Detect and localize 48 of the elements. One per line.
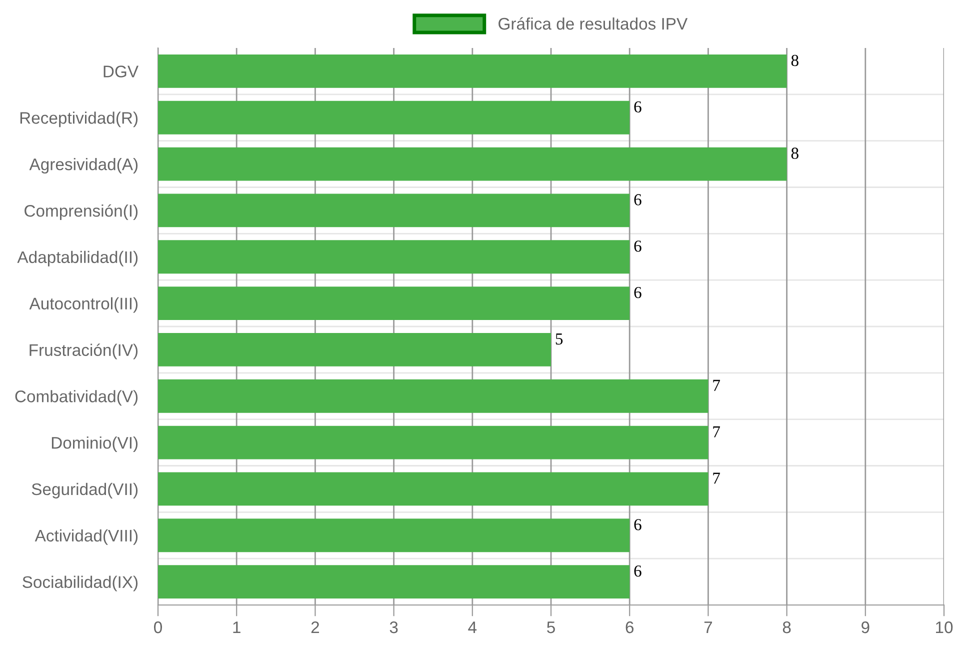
data-label: 7 [713, 380, 720, 391]
bar [158, 518, 630, 552]
data-label: 7 [713, 472, 720, 484]
y-tick-label: Actividad(VIII) [34, 529, 138, 545]
y-tick-label: Adaptabilidad(II) [17, 250, 138, 266]
y-tick-label: Seguridad(VII) [32, 482, 138, 498]
y-tick-label: Comprensión(I) [24, 204, 138, 220]
y-tick-label: Frustración(IV) [30, 344, 138, 360]
x-tick-label: 2 [311, 621, 319, 634]
x-tick-label: 9 [862, 621, 870, 634]
bar [158, 379, 708, 413]
data-label: 8 [791, 54, 798, 66]
x-tick-label: 10 [936, 621, 953, 634]
x-tick-label: 8 [782, 621, 791, 634]
x-tick-label: 3 [390, 621, 398, 634]
bar [158, 147, 787, 181]
data-label: 6 [634, 565, 642, 577]
y-tick-label: Sociabilidad(IX) [22, 576, 138, 592]
y-tick-label: Combatividad(V) [15, 390, 138, 406]
data-label: 6 [634, 240, 642, 252]
data-label: 6 [634, 519, 642, 530]
x-tick-label: 7 [704, 622, 712, 634]
x-tick-label: 6 [626, 621, 634, 634]
y-tick-label: Dominio(VI) [52, 436, 138, 452]
bar [158, 194, 630, 228]
data-label: 6 [634, 194, 642, 206]
bar [158, 333, 551, 366]
data-label: 5 [556, 334, 563, 345]
y-tick-label: Receptividad(R) [20, 112, 138, 128]
x-tick-label: 0 [154, 621, 162, 634]
bar [158, 286, 630, 320]
legend-label: Gráfica de resultados IPV [498, 17, 688, 30]
bar [158, 54, 787, 88]
bar [158, 426, 708, 460]
data-label: 7 [713, 426, 720, 438]
bar [158, 240, 630, 274]
data-label: 6 [634, 286, 642, 298]
bar [158, 472, 708, 506]
data-label: 8 [791, 148, 798, 159]
bar [158, 100, 630, 134]
x-tick-label: 4 [468, 622, 477, 634]
y-tick-label: Agresividad(A) [29, 158, 138, 174]
bar [158, 565, 630, 598]
data-label: 6 [634, 101, 642, 113]
x-tick-label: 1 [233, 622, 240, 634]
x-tick-label: 5 [547, 622, 555, 634]
y-tick-label: Autocontrol(III) [29, 297, 138, 313]
y-tick-label: DGV [104, 66, 138, 78]
